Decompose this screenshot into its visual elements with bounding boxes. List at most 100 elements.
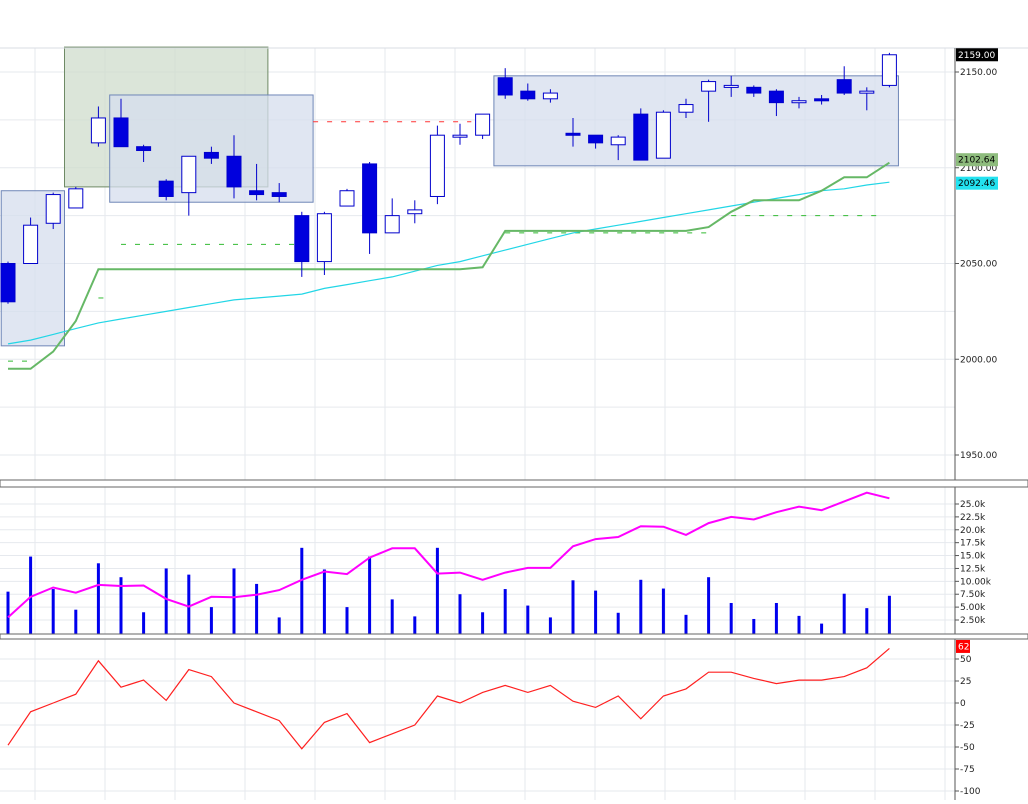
ema-value-tag-bg bbox=[956, 153, 998, 167]
candle-body bbox=[836, 79, 852, 94]
volume-bar bbox=[255, 583, 259, 634]
volume-bar bbox=[413, 616, 417, 634]
price-tick-label: 2150.00 bbox=[960, 68, 997, 78]
range-boxes bbox=[0, 46, 899, 347]
candle bbox=[881, 52, 897, 88]
candle bbox=[746, 85, 762, 97]
candle-body bbox=[249, 190, 265, 196]
volume-bar bbox=[639, 579, 643, 634]
candle bbox=[475, 113, 491, 140]
candle-body bbox=[271, 192, 287, 197]
candle bbox=[859, 87, 875, 111]
volume-bar bbox=[458, 594, 462, 634]
oscillator-value-tag-bg bbox=[956, 639, 970, 653]
grid bbox=[0, 48, 955, 800]
candle bbox=[407, 200, 423, 224]
volume-bar bbox=[6, 591, 10, 634]
volume-bar bbox=[435, 547, 439, 634]
volume-bar bbox=[820, 623, 824, 634]
oscillator-tick-label: -50 bbox=[960, 743, 975, 753]
volume-bar bbox=[345, 607, 349, 634]
candle bbox=[678, 98, 694, 118]
volume-bar bbox=[481, 612, 485, 634]
volume-bar bbox=[684, 614, 688, 634]
volume-bar bbox=[232, 568, 236, 634]
candle bbox=[701, 79, 717, 122]
volume-panel-separator bbox=[0, 633, 1028, 640]
candle-body bbox=[497, 77, 513, 96]
candle-body bbox=[565, 132, 581, 136]
volume-tick-label: 5.00k bbox=[960, 603, 986, 613]
candle bbox=[633, 108, 649, 161]
candle-body bbox=[678, 104, 694, 113]
candle-body bbox=[181, 155, 197, 194]
candle-body bbox=[158, 180, 174, 197]
volume-bar bbox=[209, 607, 213, 634]
candle-body bbox=[316, 213, 332, 263]
candle bbox=[136, 144, 152, 163]
volume-bar bbox=[119, 577, 123, 634]
candle-body bbox=[429, 134, 445, 197]
candle bbox=[814, 94, 830, 105]
volume-bar bbox=[774, 602, 778, 634]
volume-bar bbox=[187, 574, 191, 634]
candle-body bbox=[588, 134, 604, 144]
volume-bar bbox=[842, 593, 846, 634]
candle-body bbox=[23, 224, 39, 264]
candle bbox=[452, 123, 468, 145]
candle bbox=[249, 163, 265, 201]
candle-body bbox=[791, 100, 807, 104]
candle bbox=[836, 66, 852, 95]
price-axis: 2150.00 2100.00 2050.00 2000.00 1950.00 25.0k… bbox=[955, 68, 997, 797]
volume-avg-line bbox=[7, 491, 890, 619]
volume-bar bbox=[865, 608, 869, 634]
candle-body bbox=[859, 90, 875, 94]
volume-tick-label: 2.50k bbox=[960, 616, 986, 626]
candle-body bbox=[701, 81, 717, 92]
candle bbox=[384, 198, 400, 234]
candle bbox=[610, 135, 626, 161]
last-price-tag: 2159.00 bbox=[958, 51, 995, 61]
oscillator-tick-label: -25 bbox=[960, 721, 975, 731]
candle-body bbox=[294, 215, 310, 263]
sma-line bbox=[7, 181, 890, 345]
candle-body bbox=[113, 117, 129, 148]
value-tags: 2159.00 2102.64 2092.46 62 bbox=[956, 48, 998, 653]
candle bbox=[588, 134, 604, 149]
volume-tick-label: 12.5k bbox=[960, 564, 986, 574]
oscillator-tick-label: 50 bbox=[960, 655, 972, 665]
candle bbox=[565, 117, 581, 147]
volume-bar bbox=[797, 615, 801, 634]
candle bbox=[768, 89, 784, 117]
volume-bar bbox=[29, 556, 33, 634]
candle bbox=[45, 192, 61, 230]
candle-body bbox=[475, 113, 491, 136]
ema-line bbox=[8, 161, 890, 370]
volume-bar bbox=[368, 556, 372, 634]
candle bbox=[723, 75, 739, 97]
candle-body bbox=[633, 113, 649, 161]
volume-bar bbox=[548, 617, 552, 634]
volume-tick-label: 25.0k bbox=[960, 500, 986, 510]
price-tick-label: 2050.00 bbox=[960, 260, 997, 270]
candles bbox=[0, 52, 897, 304]
volume-tick-label: 10.00k bbox=[960, 577, 992, 587]
volume-bar bbox=[277, 617, 281, 634]
volume-bar bbox=[526, 605, 530, 634]
volume-bar bbox=[322, 569, 326, 634]
candle bbox=[203, 146, 219, 164]
candle-body bbox=[723, 84, 739, 88]
candle bbox=[497, 68, 513, 99]
volume-tick-label: 17.5k bbox=[960, 539, 986, 549]
candle bbox=[68, 186, 84, 209]
oscillator-line bbox=[7, 647, 890, 750]
candle-body bbox=[746, 86, 762, 94]
candle bbox=[316, 211, 332, 275]
candle bbox=[226, 135, 242, 199]
candle-body bbox=[610, 136, 626, 146]
candle bbox=[113, 98, 129, 148]
candle-body bbox=[384, 215, 400, 234]
candle-body bbox=[136, 146, 152, 152]
